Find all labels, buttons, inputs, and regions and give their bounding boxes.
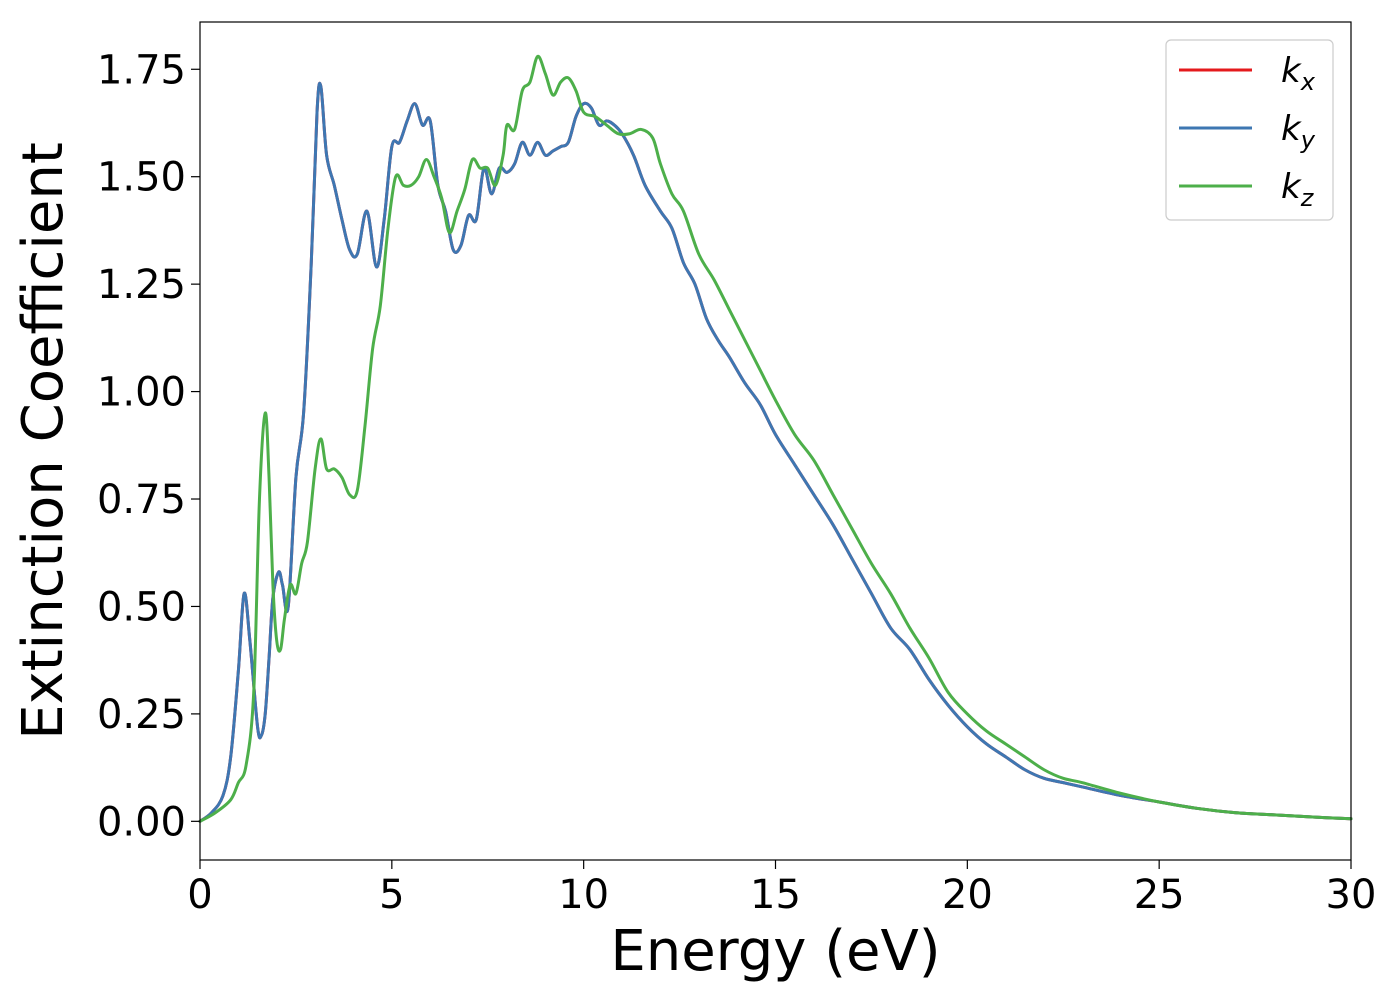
y-axis: 0.00 0.25 0.50 0.75 1.00 1.25 1.50 1.75	[97, 47, 200, 845]
x-tick-label: 15	[750, 872, 801, 918]
legend-label-kx: kx	[1281, 51, 1316, 96]
legend-box	[1165, 39, 1334, 221]
x-tick-label: 30	[1326, 872, 1377, 918]
y-tick-label: 0.50	[97, 584, 186, 630]
y-axis-label: Extinction Coefficient	[11, 142, 76, 740]
y-tick-label: 0.00	[97, 799, 186, 845]
x-tick-label: 5	[379, 872, 404, 918]
y-tick-label: 1.75	[97, 47, 186, 93]
legend: kx ky kz	[1165, 39, 1334, 221]
y-tick-label: 0.25	[97, 692, 186, 738]
legend-label-kz: kz	[1281, 167, 1315, 212]
x-axis: 0 5 10 15 20 25 30	[187, 860, 1376, 918]
y-tick-label: 1.50	[97, 155, 186, 201]
y-tick-label: 1.00	[97, 370, 186, 416]
legend-label-ky: ky	[1281, 109, 1316, 154]
plot-series	[198, 54, 1353, 823]
y-tick-label: 1.25	[97, 262, 186, 308]
x-tick-label: 20	[942, 872, 993, 918]
x-axis-label: Energy (eV)	[610, 919, 940, 984]
x-tick-label: 10	[558, 872, 609, 918]
x-tick-label: 25	[1134, 872, 1185, 918]
x-tick-label: 0	[187, 872, 212, 918]
y-tick-label: 0.75	[97, 477, 186, 523]
series-line-kz	[198, 54, 1353, 823]
series-line-ky	[198, 81, 1353, 823]
